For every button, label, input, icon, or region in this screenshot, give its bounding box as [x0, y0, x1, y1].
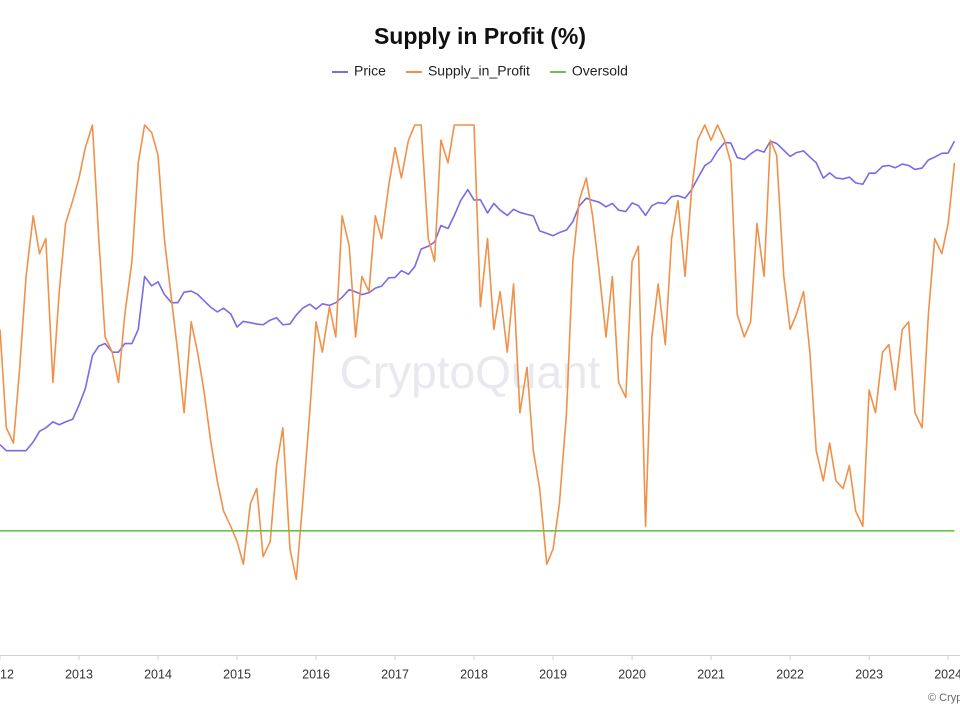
x-tick-label: 2014: [144, 667, 172, 681]
x-tick-label: 2023: [855, 667, 883, 681]
x-tick-label: 2020: [618, 667, 646, 681]
x-tick-label: 2019: [539, 667, 567, 681]
x-tick-label: 2016: [302, 667, 330, 681]
copyright: © CryptoQuant: [928, 692, 960, 704]
x-tick-label: 2021: [697, 667, 725, 681]
x-tick-label: 2015: [223, 667, 251, 681]
series-line: [0, 140, 956, 452]
legend-label: Price: [354, 63, 386, 79]
x-tick-label: 2012: [0, 667, 14, 681]
legend-label: Supply_in_Profit: [428, 63, 530, 79]
x-tick-label: 2013: [65, 667, 93, 681]
watermark: CryptoQuant: [340, 346, 601, 398]
legend-label: Oversold: [572, 63, 628, 79]
x-tick-label: 2022: [776, 667, 804, 681]
x-tick-label: 2017: [381, 667, 409, 681]
chart-title: Supply in Profit (%): [374, 23, 586, 49]
legend: Price Supply_in_Profit Oversold: [332, 63, 628, 79]
series-line: [0, 124, 956, 581]
x-tick-label: 2024: [934, 667, 960, 681]
x-tick-label: 2018: [460, 667, 488, 681]
